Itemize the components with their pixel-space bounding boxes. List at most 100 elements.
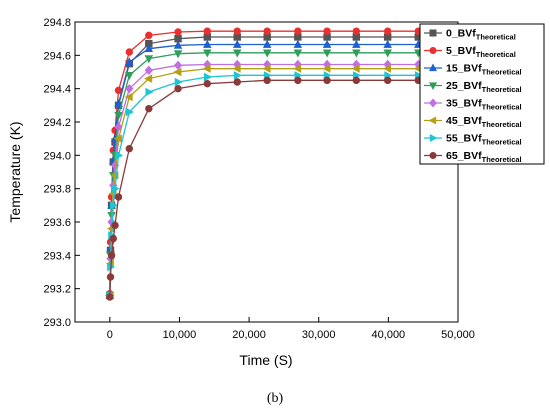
data-point [203,72,213,82]
data-point [383,27,392,35]
x-tick-label: 10,000 [163,329,197,341]
legend-label: 35_BVfTheoretical [446,98,522,112]
data-point [262,39,272,48]
legend-label-subscript: Theoretical [482,103,522,112]
data-point [125,71,134,81]
data-point [145,104,153,113]
series-65_BVf [106,76,423,301]
data-point [293,49,303,58]
legend-label-subscript: Theoretical [476,50,516,59]
legend-label-subscript: Theoretical [482,155,522,164]
legend-label: 25_BVfTheoretical [446,80,522,94]
legend-marker [428,82,438,90]
data-point [107,251,116,260]
legend-marker [428,63,438,72]
data-point [203,79,212,88]
data-point [352,39,361,48]
data-point [352,27,361,35]
y-tick-label: 293.0 [43,317,71,329]
x-axis-title: Time (S) [239,352,292,368]
data-point [233,27,241,35]
y-tick-label: 294.8 [43,17,71,29]
legend-label: 0_BVfTheoretical [446,28,516,42]
data-point [144,55,154,64]
data-point [352,76,361,85]
data-point [202,64,211,73]
data-point [145,31,153,40]
data-point [114,111,123,121]
legend-label-subscript: Theoretical [482,120,522,129]
legend-label-main: 0_BVf [446,28,476,40]
legend-label-subscript: Theoretical [482,138,522,147]
data-point [174,28,182,36]
y-tick-label: 294.0 [43,150,71,162]
data-point [233,39,242,48]
figure-caption: (b) [267,391,284,406]
legend-label-main: 35_BVf [446,98,482,110]
data-point [144,43,154,53]
legend-label-subscript: Theoretical [482,68,522,77]
legend-label-main: 25_BVf [446,80,482,92]
data-point [113,134,122,143]
legend-marker [428,116,437,125]
legend-box [419,23,545,165]
data-point [109,201,119,210]
x-tick-label: 20,000 [232,329,266,341]
data-point [115,151,124,160]
y-tick-label: 294.2 [43,117,71,129]
legend-label: 55_BVfTheoretical [446,133,522,147]
data-point [263,27,271,35]
data-point [383,39,392,48]
data-point [233,71,242,80]
data-point [125,83,134,94]
legend-item: 25_BVfTheoretical [424,80,522,94]
data-point [294,76,302,85]
data-point [144,74,153,83]
legend: 0_BVfTheoretical5_BVfTheoretical15_BVfTh… [419,23,545,165]
data-point [322,64,331,73]
x-tick-label: 40,000 [372,329,406,341]
legend-marker [429,29,437,37]
legend-label: 65_BVfTheoretical [446,150,522,164]
legend-label-main: 15_BVf [446,63,482,75]
legend-label: 45_BVfTheoretical [446,115,522,129]
data-point [125,48,134,56]
data-point [125,57,134,66]
data-point [203,27,212,35]
x-tick-label: 30,000 [302,329,336,341]
data-point [293,64,302,73]
legend-item: 0_BVfTheoretical [424,28,516,42]
y-tick-label: 293.4 [43,250,71,262]
data-point [232,64,241,73]
legend-item: 55_BVfTheoretical [424,133,522,147]
data-point [293,39,303,48]
plot-area [74,21,459,323]
data-point [203,39,212,48]
data-point [294,27,302,35]
data-point [145,87,154,97]
legend-item: 35_BVfTheoretical [424,98,522,112]
data-point [106,293,114,301]
data-point [144,65,153,76]
legend-item: 45_BVfTheoretical [424,115,522,129]
data-point [322,39,332,48]
legend-marker [429,133,438,143]
legend-item: 15_BVfTheoretical [424,63,522,77]
legend-marker [429,46,437,54]
y-tick-label: 293.8 [43,184,71,196]
x-axis: 0 10,000 20,000 30,000 40,000 50,000 [107,317,475,341]
data-point [114,98,123,108]
data-point [124,92,133,102]
data-point [203,49,212,58]
y-tick-label: 293.6 [43,217,71,229]
data-point [114,122,123,132]
data-point [351,64,360,73]
data-point [323,76,331,85]
data-point [323,27,331,35]
legend-item: 65_BVfTheoretical [424,150,522,164]
y-axis-title: Temperature (K) [7,121,23,222]
data-point [352,49,361,58]
data-point [125,144,134,153]
data-point [322,49,332,58]
